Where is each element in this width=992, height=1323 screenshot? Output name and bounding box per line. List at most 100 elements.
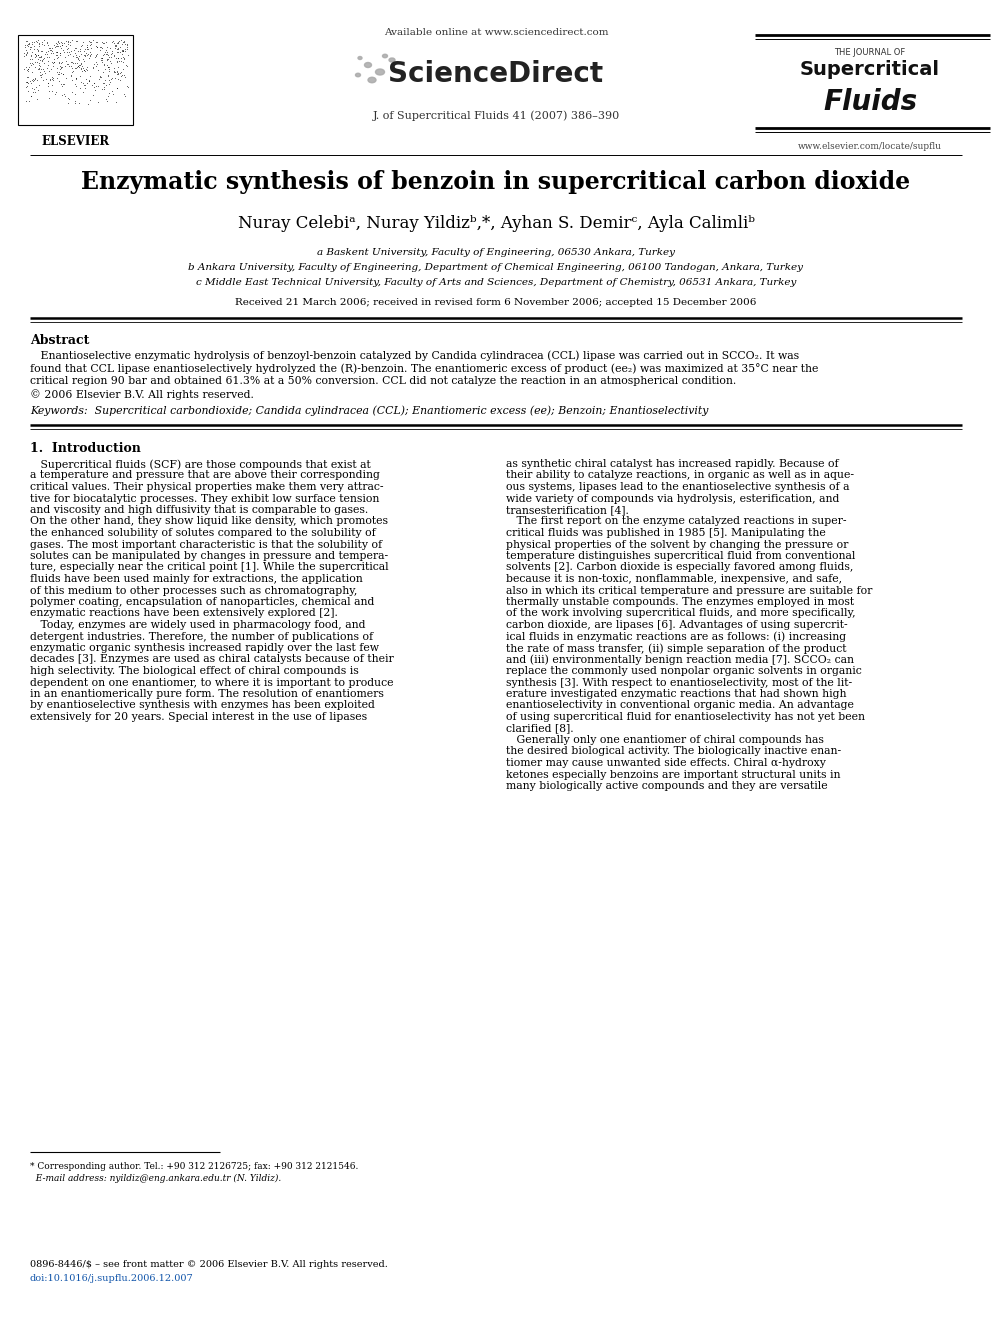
Point: [75, 57, 91, 78]
Point: [63, 69, 79, 90]
Point: [53, 62, 68, 83]
Point: [73, 36, 89, 57]
Point: [20, 73, 36, 94]
Text: critical fluids was published in 1985 [5]. Manipulating the: critical fluids was published in 1985 [5…: [506, 528, 825, 538]
Point: [18, 44, 34, 65]
Point: [45, 40, 61, 61]
Point: [55, 52, 70, 73]
Point: [100, 49, 116, 70]
Text: of using supercritical fluid for enantioselectivity has not yet been: of using supercritical fluid for enantio…: [506, 712, 865, 722]
Point: [22, 53, 38, 74]
Point: [109, 48, 125, 69]
Point: [80, 70, 96, 91]
Point: [23, 44, 39, 65]
Point: [72, 40, 88, 61]
Point: [98, 49, 114, 70]
Text: * Corresponding author. Tel.: +90 312 2126725; fax: +90 312 2121546.: * Corresponding author. Tel.: +90 312 21…: [30, 1162, 358, 1171]
Point: [100, 57, 116, 78]
Point: [117, 67, 133, 89]
Point: [111, 30, 127, 52]
Point: [66, 83, 82, 105]
Point: [104, 81, 120, 102]
Point: [104, 40, 120, 61]
Point: [106, 61, 122, 82]
Point: [115, 52, 131, 73]
Point: [18, 40, 34, 61]
Point: [75, 45, 91, 66]
Point: [88, 32, 104, 53]
Point: [100, 69, 116, 90]
Text: fluids have been used mainly for extractions, the application: fluids have been used mainly for extract…: [30, 574, 363, 583]
Point: [89, 30, 105, 52]
Point: [28, 56, 44, 77]
Point: [96, 73, 112, 94]
Point: [100, 66, 116, 87]
Point: [62, 66, 78, 87]
Point: [30, 44, 46, 65]
Point: [71, 38, 87, 60]
Point: [21, 57, 37, 78]
Point: [29, 87, 45, 108]
Point: [63, 57, 79, 78]
Point: [65, 40, 81, 61]
Text: high selectivity. The biological effect of chiral compounds is: high selectivity. The biological effect …: [30, 665, 359, 676]
Point: [100, 56, 116, 77]
Point: [43, 67, 59, 89]
Point: [33, 45, 49, 66]
Point: [20, 58, 36, 79]
Point: [63, 82, 79, 103]
Point: [96, 54, 112, 75]
Point: [53, 57, 68, 78]
Point: [103, 67, 119, 89]
Point: [54, 32, 69, 53]
Point: [75, 32, 91, 53]
Point: [73, 52, 89, 73]
Point: [94, 78, 110, 99]
Point: [100, 64, 116, 85]
Point: [53, 58, 68, 79]
Point: [25, 70, 41, 91]
Point: [106, 62, 122, 83]
Point: [58, 56, 73, 77]
Text: polymer coating, encapsulation of nanoparticles, chemical and: polymer coating, encapsulation of nanopa…: [30, 597, 374, 607]
Point: [55, 57, 70, 78]
Point: [53, 53, 68, 74]
Point: [112, 64, 128, 85]
Text: transesterification [4].: transesterification [4].: [506, 505, 629, 515]
Text: found that CCL lipase enantioselectively hydrolyzed the (R)-benzoin. The enantio: found that CCL lipase enantioselectively…: [30, 363, 818, 374]
Point: [50, 46, 65, 67]
Point: [107, 61, 123, 82]
Point: [95, 73, 111, 94]
Point: [110, 62, 126, 83]
Point: [62, 34, 78, 56]
Point: [19, 34, 35, 56]
Point: [52, 45, 67, 66]
Point: [94, 52, 110, 73]
Text: Nuray Celebiᵃ, Nuray Yildizᵇ,*, Ayhan S. Demirᶜ, Ayla Calimliᵇ: Nuray Celebiᵃ, Nuray Yildizᵇ,*, Ayhan S.…: [237, 216, 755, 232]
Point: [31, 60, 47, 81]
Point: [20, 75, 36, 97]
Point: [106, 58, 122, 79]
Point: [32, 57, 48, 78]
Point: [119, 56, 135, 77]
Point: [113, 62, 129, 83]
Text: many biologically active compounds and they are versatile: many biologically active compounds and t…: [506, 781, 827, 791]
Point: [116, 65, 132, 86]
Text: decades [3]. Enzymes are used as chiral catalysts because of their: decades [3]. Enzymes are used as chiral …: [30, 655, 394, 664]
Point: [16, 42, 32, 64]
Text: Abstract: Abstract: [30, 333, 89, 347]
Point: [115, 46, 131, 67]
Text: in an enantiomerically pure form. The resolution of enantiomers: in an enantiomerically pure form. The re…: [30, 689, 384, 699]
Point: [29, 52, 45, 73]
Point: [109, 77, 125, 98]
Point: [45, 66, 61, 87]
Point: [59, 50, 74, 71]
Point: [32, 56, 48, 77]
Point: [113, 48, 129, 69]
Point: [41, 61, 57, 82]
Point: [25, 82, 41, 103]
Point: [67, 74, 83, 95]
Point: [80, 38, 96, 60]
Point: [28, 45, 44, 66]
Point: [113, 30, 129, 52]
